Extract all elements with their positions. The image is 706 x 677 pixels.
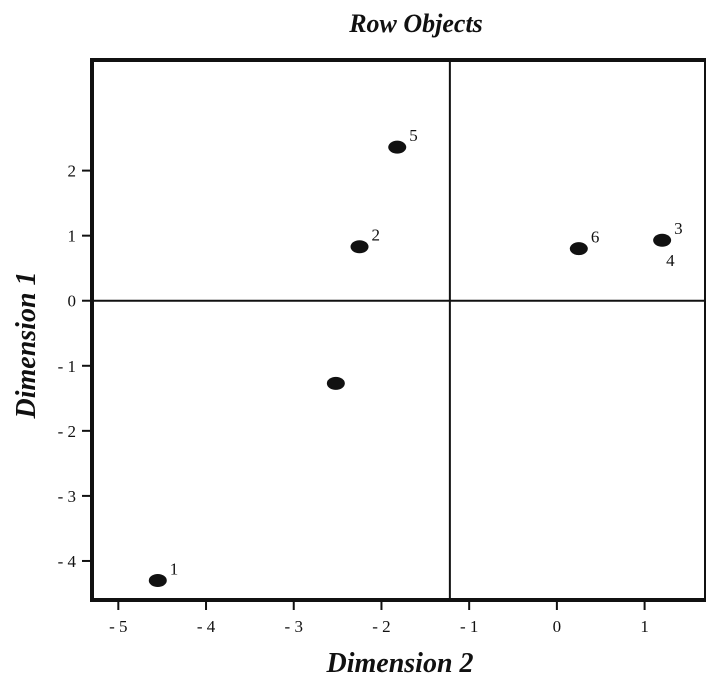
y-tick-label: 2 <box>68 162 77 181</box>
x-tick-label: - 2 <box>372 617 390 636</box>
data-point <box>388 140 407 154</box>
point-label: 5 <box>409 126 418 145</box>
data-point <box>569 242 588 256</box>
point-label: 6 <box>591 228 600 247</box>
y-tick-label: 0 <box>68 292 77 311</box>
y-axis-ticks: 2 1 0 - 1 - 2 - 3 - 4 <box>58 162 92 571</box>
x-tick-label: 0 <box>553 617 562 636</box>
data-point <box>148 573 167 587</box>
y-axis-label: Dimension 1 <box>11 271 42 419</box>
point-label: 3 <box>674 219 683 238</box>
y-tick-label: - 3 <box>58 487 76 506</box>
data-point <box>653 233 672 247</box>
x-tick-label: 1 <box>640 617 649 636</box>
data-points: 1 2 3 4 5 6 <box>148 126 683 587</box>
y-tick-label: - 1 <box>58 357 76 376</box>
data-point <box>350 240 369 254</box>
x-tick-label: - 3 <box>285 617 303 636</box>
y-tick-label: - 4 <box>58 552 77 571</box>
plot-frame <box>90 58 706 602</box>
point-label: 1 <box>170 559 179 578</box>
y-tick-label: 1 <box>68 227 77 246</box>
point-label: 4 <box>666 251 675 270</box>
reference-lines <box>92 60 706 600</box>
point-label: 2 <box>372 226 381 245</box>
x-tick-label: - 5 <box>109 617 127 636</box>
chart-title: Row Objects <box>348 9 483 38</box>
y-tick-label: - 2 <box>58 422 76 441</box>
data-point <box>326 376 345 390</box>
x-axis-ticks: - 5 - 4 - 3 - 2 - 1 0 1 <box>109 600 649 636</box>
x-axis-label: Dimension 2 <box>325 648 473 677</box>
x-tick-label: - 4 <box>197 617 216 636</box>
x-tick-label: - 1 <box>460 617 478 636</box>
